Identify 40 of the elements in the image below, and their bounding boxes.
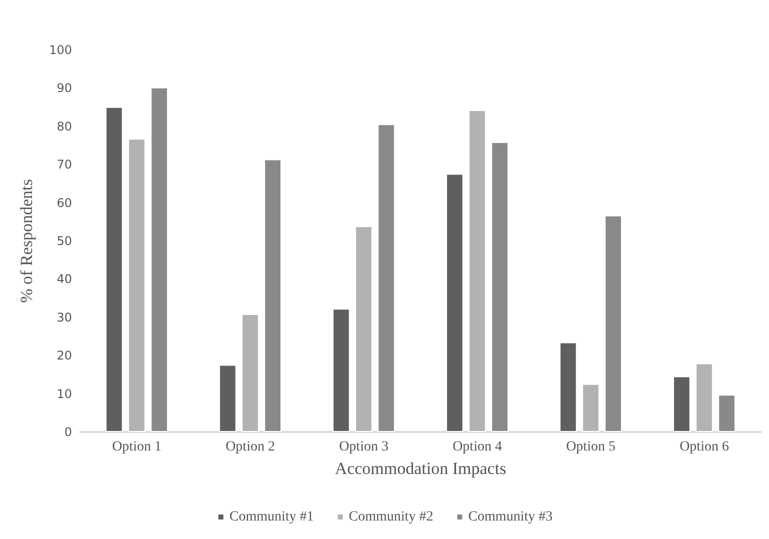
y-tick-label: 50 [56,234,72,248]
x-tick-label: Option 4 [452,440,502,454]
legend-label: Community #1 [229,510,314,524]
y-tick-label: 80 [56,119,72,134]
y-tick-label: 100 [49,43,72,57]
bar [696,363,713,432]
bar [106,106,123,432]
bar [582,384,600,432]
bar [446,174,464,432]
y-tick-label: 30 [56,310,72,324]
y-tick-label: 10 [56,386,72,401]
bar [673,376,690,432]
bar [355,226,372,432]
x-tick-label: Option 6 [680,440,729,454]
bar [604,215,622,432]
bar [468,110,486,432]
bar [491,142,508,432]
y-tick-label: 40 [56,272,72,286]
legend-label: Community #3 [468,510,553,524]
legend-label: Community #2 [348,510,434,524]
y-tick-label: 20 [56,348,72,363]
bar [242,314,259,432]
y-tick-label: 70 [56,158,72,172]
x-tick-label: Option 5 [566,440,616,454]
x-tick-label: Option 1 [112,440,162,454]
bar [378,124,395,432]
y-tick-label: 60 [56,196,72,210]
y-axis-title: % of Respondents [17,179,36,303]
bar [332,308,350,432]
y-tick-label: 90 [56,81,72,96]
y-tick-label: 0 [64,425,72,439]
bar [560,342,577,432]
x-tick-label: Option 3 [339,440,388,454]
bar [219,364,236,432]
x-axis-title: Accommodation Impacts [334,459,506,478]
bar [150,87,168,432]
x-tick-label: Option 2 [226,440,275,454]
bar [264,159,282,432]
bar [128,138,146,432]
bar [718,394,736,432]
